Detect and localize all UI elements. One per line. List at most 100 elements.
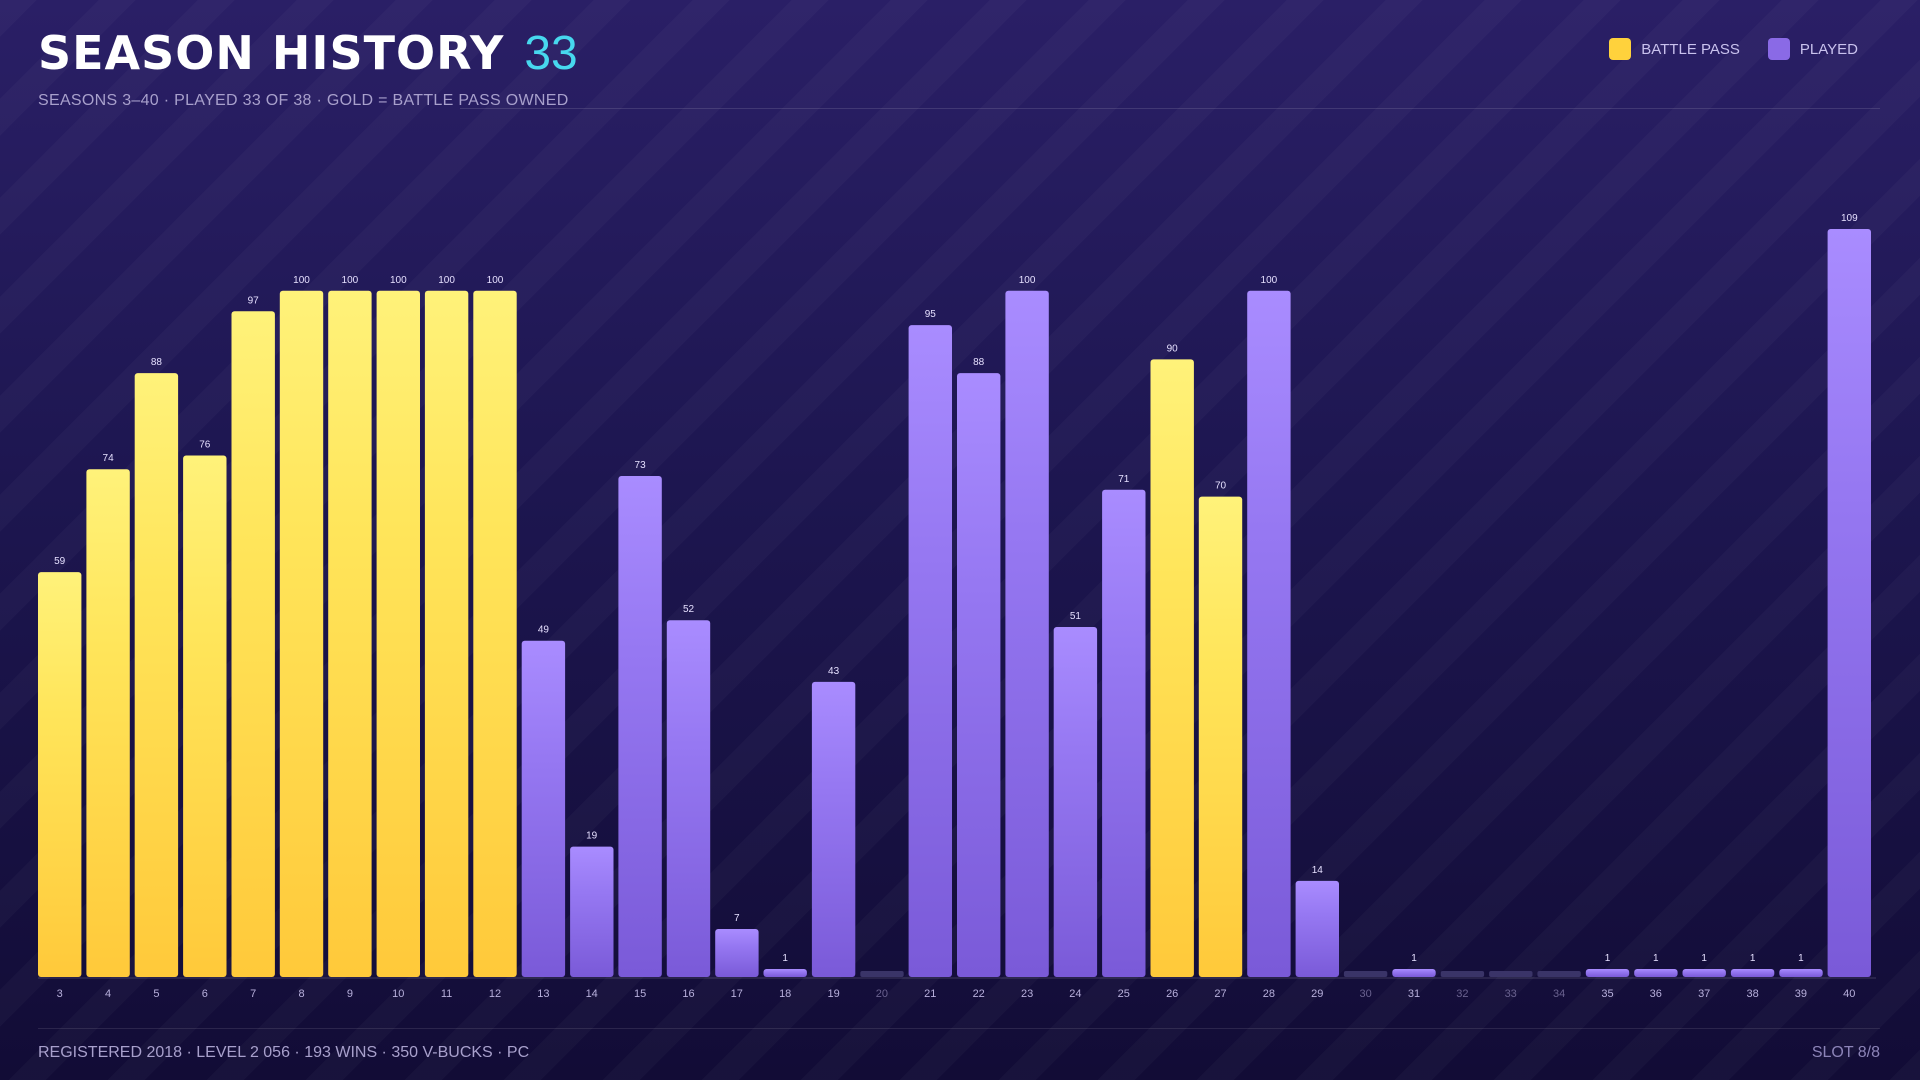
seasons-played-count: 33 [524, 27, 578, 80]
bar-season-35 [1585, 969, 1630, 977]
bar-season-25 [1102, 489, 1146, 977]
tick-label-season-20: 20 [876, 988, 888, 1000]
tick-label-season-13: 13 [537, 988, 549, 1000]
legend-swatch-played [1767, 38, 1790, 60]
tick-label-season-17: 17 [731, 988, 743, 1000]
value-label-season-36: 1 [1653, 953, 1659, 964]
slot-indicator: SLOT 8/8 [1811, 1044, 1880, 1061]
value-label-season-17: 7 [734, 913, 740, 924]
tick-label-season-16: 16 [682, 988, 694, 1000]
bar-season-19 [811, 681, 856, 977]
value-label-season-10: 100 [390, 275, 407, 286]
bar-season-34-not-played [1537, 971, 1581, 977]
value-label-season-25: 71 [1118, 474, 1130, 485]
bar-season-6 [183, 455, 227, 977]
tick-label-season-34: 34 [1553, 988, 1565, 1000]
value-label-season-26: 90 [1167, 343, 1179, 354]
bar-season-24 [1053, 627, 1098, 977]
value-label-season-22: 88 [973, 357, 985, 368]
bar-season-36 [1634, 969, 1678, 977]
tick-label-season-24: 24 [1069, 988, 1081, 1000]
tick-label-season-33: 33 [1505, 988, 1517, 1000]
tick-label-season-8: 8 [298, 988, 304, 1000]
tick-label-season-19: 19 [827, 988, 839, 1000]
bar-season-7 [231, 311, 275, 977]
tick-label-season-40: 40 [1843, 988, 1855, 1000]
value-label-season-40: 109 [1841, 213, 1858, 224]
tick-label-season-29: 29 [1311, 988, 1323, 1000]
value-label-season-37: 1 [1701, 953, 1707, 964]
tick-label-season-35: 35 [1601, 988, 1613, 1000]
tick-label-season-23: 23 [1021, 988, 1033, 1000]
value-label-season-4: 74 [103, 453, 115, 464]
bar-season-40 [1827, 229, 1871, 977]
value-label-season-11: 100 [438, 275, 455, 286]
footer-divider [38, 1028, 1880, 1029]
tick-label-season-39: 39 [1795, 988, 1807, 1000]
value-label-season-35: 1 [1605, 953, 1611, 964]
tick-label-season-14: 14 [586, 988, 598, 1000]
bar-season-17 [715, 929, 759, 977]
tick-label-season-28: 28 [1263, 988, 1275, 1000]
value-label-season-39: 1 [1798, 953, 1804, 964]
bar-season-28 [1247, 290, 1291, 977]
tick-label-season-26: 26 [1166, 988, 1178, 1000]
bar-season-37 [1682, 969, 1726, 977]
bar-season-10 [376, 290, 420, 977]
header-divider [460, 108, 1880, 109]
bar-season-3 [38, 572, 82, 977]
tick-label-season-25: 25 [1118, 988, 1130, 1000]
value-label-season-14: 19 [586, 831, 598, 842]
page-subtitle: SEASONS 3–40 · PLAYED 33 OF 38 · GOLD = … [38, 92, 569, 109]
value-label-season-12: 100 [487, 275, 504, 286]
bar-season-29 [1295, 880, 1339, 977]
tick-label-season-31: 31 [1408, 988, 1420, 1000]
bar-season-38 [1730, 969, 1775, 977]
bar-season-21 [908, 325, 952, 978]
tick-label-season-18: 18 [779, 988, 791, 1000]
tick-label-season-7: 7 [250, 988, 256, 1000]
legend-swatch-battle-pass [1609, 38, 1632, 60]
bar-season-15 [618, 476, 662, 977]
title-text: SEASON HISTORY [38, 26, 505, 80]
tick-label-season-12: 12 [489, 988, 501, 1000]
value-label-season-24: 51 [1070, 611, 1082, 622]
tick-label-season-11: 11 [441, 988, 452, 1000]
bar-season-32-not-played [1440, 971, 1485, 977]
tick-label-season-38: 38 [1746, 988, 1758, 1000]
bar-season-18 [763, 969, 807, 977]
bar-season-8 [279, 290, 324, 977]
tick-label-season-15: 15 [634, 988, 646, 1000]
tick-label-season-27: 27 [1214, 988, 1226, 1000]
bar-season-5 [134, 373, 179, 978]
bar-season-39 [1779, 969, 1823, 977]
tick-label-season-10: 10 [392, 988, 404, 1000]
bar-season-27 [1198, 496, 1243, 977]
bar-season-4 [86, 469, 130, 977]
value-label-season-27: 70 [1215, 481, 1227, 492]
bar-season-16 [666, 620, 711, 977]
value-label-season-8: 100 [293, 275, 310, 286]
bar-season-30-not-played [1343, 971, 1388, 977]
legend-item-played: PLAYED [1767, 38, 1858, 60]
value-label-season-9: 100 [342, 275, 359, 286]
legend-label-played: PLAYED [1799, 40, 1858, 58]
value-label-season-3: 59 [54, 556, 66, 567]
bar-season-20-not-played [860, 971, 904, 977]
value-label-season-31: 1 [1411, 953, 1417, 964]
bar-season-13 [521, 640, 566, 977]
value-label-season-21: 95 [925, 309, 937, 320]
bar-season-12 [473, 290, 517, 977]
tick-label-season-30: 30 [1359, 988, 1371, 1000]
tick-label-season-32: 32 [1456, 988, 1468, 1000]
value-label-season-16: 52 [683, 604, 695, 615]
value-label-season-23: 100 [1019, 275, 1036, 286]
tick-label-season-9: 9 [347, 988, 353, 1000]
bar-season-9 [328, 290, 372, 977]
value-label-season-28: 100 [1261, 275, 1278, 286]
bar-season-23 [1005, 290, 1049, 977]
value-label-season-29: 14 [1312, 865, 1324, 876]
bar-season-26 [1150, 359, 1194, 977]
tick-label-season-3: 3 [57, 988, 63, 1000]
